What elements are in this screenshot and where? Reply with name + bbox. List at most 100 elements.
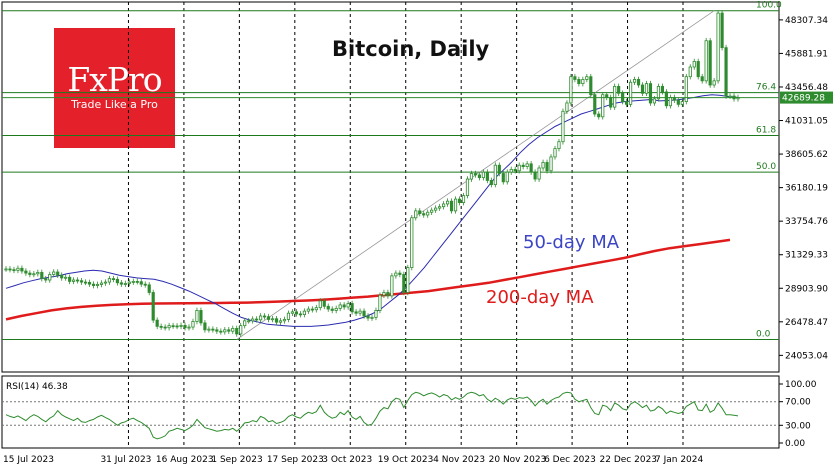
fib-level-label: 61.8 bbox=[756, 125, 776, 135]
candle-body bbox=[330, 308, 334, 311]
candle-body bbox=[32, 273, 36, 276]
candle-body bbox=[545, 162, 549, 172]
candle-body bbox=[155, 319, 159, 327]
candle-body bbox=[394, 272, 398, 277]
x-tick-label: 15 Jul 2023 bbox=[3, 455, 54, 465]
candle-body bbox=[430, 209, 434, 213]
candle-body bbox=[366, 315, 370, 319]
candle-body bbox=[123, 283, 127, 285]
candle-body bbox=[143, 283, 147, 286]
candle-body bbox=[139, 281, 143, 285]
candle-body bbox=[167, 325, 171, 329]
logo-tagline: Trade Like a Pro bbox=[71, 98, 158, 111]
candle-body bbox=[533, 171, 537, 180]
candle-body bbox=[322, 300, 326, 307]
y-tick-label: 41031.05 bbox=[785, 117, 828, 127]
candle-body bbox=[477, 174, 482, 179]
candle-body bbox=[434, 207, 438, 211]
candle-body bbox=[362, 310, 366, 317]
candle-body bbox=[239, 325, 243, 335]
candle-body bbox=[370, 316, 374, 319]
rsi-tick-label: 100.00 bbox=[785, 380, 817, 390]
candle-body bbox=[374, 310, 378, 318]
fib-level-label: 0.0 bbox=[756, 329, 771, 339]
y-tick-label: 33754.76 bbox=[785, 217, 828, 227]
rsi-title: RSI(14) 46.38 bbox=[6, 382, 68, 392]
candle-body bbox=[163, 326, 167, 329]
fib-level-label: 76.4 bbox=[756, 83, 776, 93]
rsi-tick-label: 30.00 bbox=[785, 421, 811, 431]
candle-body bbox=[573, 76, 577, 80]
candle-body bbox=[473, 173, 478, 176]
candle-body bbox=[40, 272, 44, 280]
candle-body bbox=[68, 276, 72, 282]
candle-body bbox=[326, 305, 330, 310]
candle-body bbox=[537, 167, 541, 180]
candle-body bbox=[664, 91, 668, 107]
candle-body bbox=[585, 76, 589, 80]
candle-body bbox=[652, 98, 657, 104]
candle-body bbox=[60, 274, 64, 279]
candle-body bbox=[648, 83, 653, 104]
candle-body bbox=[231, 328, 235, 332]
x-tick-label: 6 Dec 2023 bbox=[544, 455, 596, 465]
candle-body bbox=[378, 294, 382, 311]
annotation-ma200: 200-day MA bbox=[486, 287, 594, 308]
candle-body bbox=[135, 281, 139, 283]
candle-body bbox=[318, 300, 322, 309]
candle-body bbox=[509, 168, 513, 173]
candle-body bbox=[438, 206, 442, 209]
fib-level-label: 100.0 bbox=[756, 1, 782, 11]
candle-body bbox=[127, 281, 131, 284]
candle-body bbox=[79, 280, 84, 283]
candle-body bbox=[712, 80, 716, 86]
current-price-box bbox=[780, 91, 833, 104]
candle-body bbox=[410, 217, 414, 268]
candle-body bbox=[247, 320, 251, 323]
rsi-line bbox=[5, 391, 739, 440]
candle-body bbox=[601, 94, 605, 118]
annotation-ma50: 50-day MA bbox=[523, 232, 620, 253]
candle-body bbox=[525, 163, 529, 167]
candle-body bbox=[286, 312, 291, 320]
candle-body bbox=[668, 97, 672, 107]
y-tick-label: 26478.47 bbox=[785, 318, 828, 328]
candle-body bbox=[418, 210, 422, 215]
candle-body bbox=[597, 113, 601, 118]
candle-body bbox=[151, 292, 155, 321]
ma50-line bbox=[5, 94, 739, 327]
candle-body bbox=[414, 210, 418, 219]
x-tick-label: 3 Oct 2023 bbox=[322, 455, 372, 465]
candle-body bbox=[107, 278, 112, 283]
candle-body bbox=[684, 76, 688, 102]
rsi-panel-frame bbox=[1, 375, 780, 449]
candle-body bbox=[44, 278, 48, 281]
x-tick-label: 17 Sep 2023 bbox=[267, 455, 324, 465]
candle-body bbox=[469, 173, 474, 180]
candle-body bbox=[227, 329, 231, 332]
rsi-tick-label: 70.00 bbox=[785, 398, 811, 408]
candle-body bbox=[36, 272, 40, 275]
x-tick-label: 1 Sep 2023 bbox=[211, 455, 262, 465]
candle-body bbox=[259, 315, 263, 321]
x-tick-label: 22 Dec 2023 bbox=[600, 455, 658, 465]
candle-body bbox=[609, 97, 613, 108]
candle-body bbox=[203, 322, 207, 331]
candle-body bbox=[577, 79, 581, 85]
candle-body bbox=[111, 278, 116, 281]
candle-body bbox=[262, 315, 267, 318]
candle-body bbox=[593, 94, 597, 115]
candle-body bbox=[581, 79, 585, 85]
candle-body bbox=[48, 274, 52, 281]
candle-body bbox=[4, 268, 8, 271]
candle-body bbox=[195, 310, 199, 322]
candle-body bbox=[24, 270, 28, 274]
candle-body bbox=[529, 163, 533, 173]
candle-body bbox=[493, 164, 497, 185]
candle-body bbox=[314, 307, 318, 311]
candle-body bbox=[159, 325, 163, 328]
candle-body bbox=[175, 325, 179, 328]
candle-body bbox=[565, 102, 569, 112]
y-tick-label: 48307.34 bbox=[785, 16, 828, 26]
